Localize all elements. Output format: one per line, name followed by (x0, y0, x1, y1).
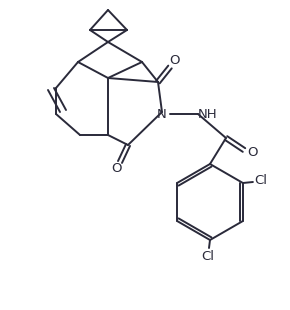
Text: O: O (170, 55, 180, 68)
Text: Cl: Cl (254, 175, 267, 188)
Text: O: O (112, 162, 122, 175)
Text: NH: NH (198, 108, 218, 121)
Text: O: O (247, 147, 257, 160)
Text: N: N (157, 108, 167, 121)
Text: Cl: Cl (202, 250, 215, 263)
